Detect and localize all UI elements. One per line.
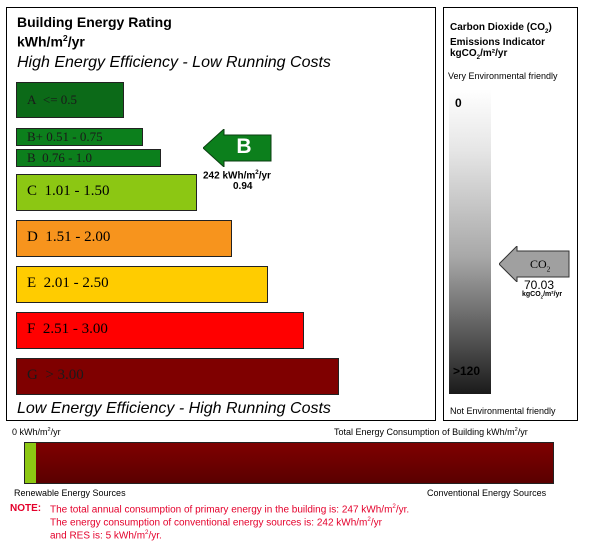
co2-title-line3: kgCO2/m²/yr	[450, 48, 508, 61]
rating-indicator-ratio: 0.94	[233, 181, 253, 192]
band-c-label: C 1.01 - 1.50	[27, 183, 110, 199]
consumption-left-label: 0 kWh/m2/yr	[12, 427, 61, 437]
co2-indicator-value: 70.03	[524, 278, 555, 292]
note-prefix: NOTE:	[10, 503, 42, 514]
rating-unit: kWh/m2/yr	[17, 33, 85, 50]
band-f: F 2.51 - 3.00	[16, 312, 304, 349]
band-b-label: B 0.76 - 1.0	[27, 150, 93, 165]
co2-indicator-unit: kgCO2/m²/yr	[522, 291, 563, 300]
co2-top-caption: Very Environmental friendly	[448, 71, 558, 81]
band-g-label: G > 3.00	[27, 367, 84, 383]
co2-title: Carbon Dioxide (CO2) Emissions Indicator…	[450, 22, 552, 63]
band-c: C 1.01 - 1.50	[16, 174, 197, 211]
conventional-label: Conventional Energy Sources	[427, 488, 547, 498]
band-b-plus-label: B+ 0.51 - 0.75	[27, 129, 103, 144]
band-d: D 1.51 - 2.00	[16, 220, 232, 257]
consumption-right-label: Total Energy Consumption of Building kWh…	[334, 427, 528, 437]
co2-scale-bar	[449, 89, 491, 394]
co2-scale-max: >120	[453, 364, 481, 378]
high-efficiency-caption: High Energy Efficiency - Low Running Cos…	[17, 54, 331, 71]
co2-scale-min: 0	[455, 96, 462, 110]
band-e: E 2.01 - 2.50	[16, 266, 268, 303]
note-line-3: and RES is: 5 kWh/m2/yr.	[50, 529, 162, 542]
co2-indicator-arrow	[499, 246, 570, 282]
note-line-1: The total annual consumption of primary …	[50, 503, 410, 516]
co2-panel: Carbon Dioxide (CO2) Emissions Indicator…	[443, 7, 578, 421]
renewable-segment	[25, 443, 36, 483]
band-a-label: A <= 0.5	[27, 92, 78, 107]
co2-indicator-label: CO2	[530, 257, 551, 274]
band-d-label: D 1.51 - 2.00	[27, 229, 111, 245]
rating-indicator-letter: B	[236, 135, 252, 158]
rating-indicator-arrow	[203, 129, 272, 167]
band-a: A <= 0.5	[16, 82, 124, 118]
renewable-label: Renewable Energy Sources	[14, 488, 126, 498]
rating-title-text: Building Energy Rating	[17, 14, 172, 30]
note-line-2: The energy consumption of conventional e…	[50, 516, 382, 529]
band-f-label: F 2.51 - 3.00	[27, 321, 108, 337]
band-e-label: E 2.01 - 2.50	[27, 275, 109, 291]
rating-indicator-value: 242 kWh/m2/yr	[203, 169, 271, 182]
band-g: G > 3.00	[16, 358, 339, 395]
consumption-bar	[24, 442, 554, 484]
rating-title: Building Energy Rating kWh/m2/yr	[17, 14, 172, 50]
co2-bottom-caption: Not Environmental friendly	[450, 406, 556, 416]
band-b-plus: B+ 0.51 - 0.75	[16, 128, 143, 146]
co2-title-line1: Carbon Dioxide (CO2)	[450, 22, 552, 35]
conventional-segment	[35, 443, 553, 483]
band-b: B 0.76 - 1.0	[16, 149, 161, 167]
rating-panel: Building Energy Rating kWh/m2/yr High En…	[6, 7, 436, 421]
co2-title-line2: Emissions Indicator	[450, 37, 546, 48]
low-efficiency-caption: Low Energy Efficiency - High Running Cos…	[17, 400, 331, 417]
